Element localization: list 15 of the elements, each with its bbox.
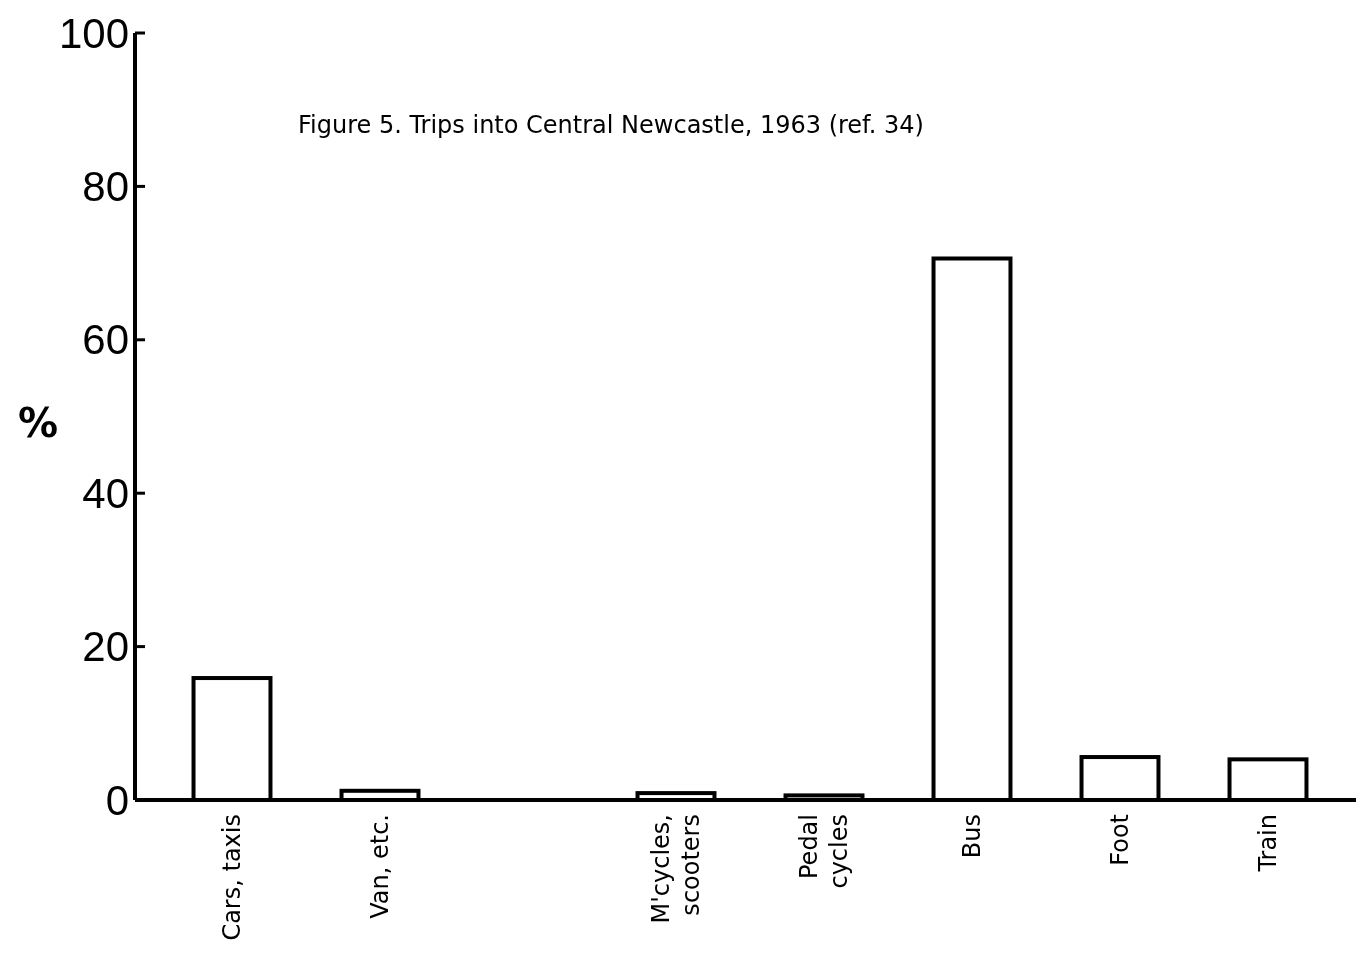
- y-tick-label: 100: [58, 9, 129, 57]
- y-tick-label: 80: [82, 162, 129, 210]
- x-tick-label: Foot: [1106, 814, 1134, 866]
- x-tick-label: Cars, taxis: [218, 814, 246, 941]
- y-tick-label: 20: [82, 623, 129, 671]
- x-tick-label: Train: [1254, 814, 1282, 873]
- x-tick-label: Pedal cycles: [795, 814, 853, 889]
- y-tick-label: 60: [82, 316, 129, 364]
- text: Figure 5. Trips into Central Newcastle, 1963 (ref. 34): [298, 111, 924, 139]
- x-tick-label: Van, etc.: [366, 814, 394, 919]
- y-tick-label: 0: [105, 776, 129, 824]
- y-tick-label: 40: [82, 469, 129, 517]
- y-axis-title: %: [17, 400, 59, 446]
- x-tick-label: Bus: [958, 814, 986, 859]
- x-tick-label: M'cycles, scooters: [647, 814, 705, 924]
